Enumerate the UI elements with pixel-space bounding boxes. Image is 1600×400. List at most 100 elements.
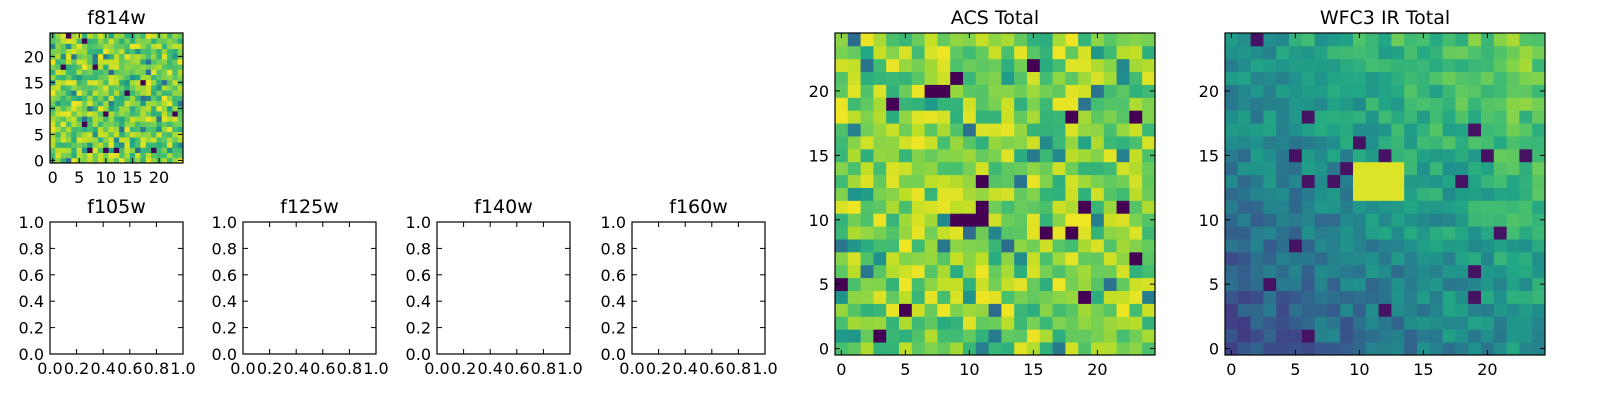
heatmap-cell	[1365, 329, 1379, 343]
heatmap-cell	[1091, 200, 1105, 214]
heatmap-cell	[1250, 290, 1264, 304]
heatmap-cell	[1250, 239, 1264, 253]
heatmap-cell	[161, 43, 168, 49]
heatmap-cell	[1129, 200, 1143, 214]
heatmap-cell	[1468, 148, 1482, 163]
heatmap-cell	[172, 152, 179, 159]
heatmap-cell	[71, 105, 77, 112]
heatmap-cell	[1468, 316, 1482, 330]
heatmap-cell	[140, 38, 147, 44]
y-tick-label: 10	[24, 99, 44, 118]
heatmap-cell	[145, 157, 152, 164]
heatmap-cell	[950, 200, 964, 214]
heatmap-cell	[108, 142, 115, 148]
heatmap-cell	[177, 85, 184, 91]
heatmap-cell	[860, 329, 874, 343]
heatmap-cell	[177, 69, 184, 75]
heatmap-cell	[1263, 342, 1277, 356]
heatmap-cell	[1237, 148, 1251, 163]
heatmap-cell	[97, 121, 104, 127]
heatmap-cell	[1378, 71, 1392, 85]
heatmap-cell	[1455, 148, 1469, 163]
heatmap-cell	[161, 111, 168, 117]
heatmap-cell	[886, 264, 900, 279]
heatmap-cell	[1225, 148, 1239, 163]
heatmap-cell	[60, 38, 67, 44]
heatmap-cell	[963, 136, 977, 150]
heatmap-cell	[1039, 200, 1053, 214]
heatmap-cell	[167, 111, 173, 117]
heatmap-cell	[140, 74, 147, 81]
heatmap-cell	[911, 226, 925, 240]
heatmap-cell	[151, 137, 157, 143]
heatmap-cell	[1027, 33, 1041, 47]
heatmap-cell	[1327, 174, 1341, 188]
heatmap-cell	[177, 64, 184, 70]
heatmap-cell	[1103, 97, 1117, 111]
heatmap-cell	[145, 137, 152, 143]
heatmap-cell	[103, 152, 109, 159]
heatmap-cell	[1289, 226, 1303, 240]
heatmap-cell	[129, 116, 136, 122]
x-tick-label: 0.4	[90, 359, 115, 378]
heatmap-cell	[835, 148, 849, 163]
heatmap-cell	[1014, 110, 1028, 124]
heatmap-cell	[1052, 84, 1066, 98]
heatmap-cell	[1301, 290, 1315, 304]
x-tick-label: 0.6	[117, 359, 142, 378]
heatmap-cell	[1103, 290, 1117, 304]
heatmap-cell	[108, 105, 115, 112]
heatmap-cell	[65, 38, 72, 44]
heatmap-cell	[1429, 84, 1443, 98]
axes-frame	[1224, 32, 1546, 356]
heatmap-cell	[1225, 329, 1239, 343]
heatmap-cell	[151, 100, 157, 107]
heatmap-cell	[1429, 148, 1443, 163]
heatmap-cell	[924, 277, 938, 291]
heatmap-cell	[119, 79, 125, 86]
heatmap-cell	[1129, 277, 1143, 291]
heatmap-cell	[937, 329, 951, 343]
heatmap-cell	[1289, 110, 1303, 124]
heatmap-cell	[119, 111, 125, 117]
x-tick-label: 0.4	[672, 359, 697, 378]
heatmap-cell	[1237, 277, 1251, 291]
heatmap-cell	[1519, 123, 1533, 137]
heatmap-cell	[847, 136, 861, 150]
heatmap-cell	[1378, 226, 1392, 240]
heatmap-cell	[1506, 148, 1520, 163]
heatmap-cell	[1142, 136, 1156, 150]
heatmap-cell	[1225, 110, 1239, 124]
heatmap-cell	[1263, 251, 1277, 266]
heatmap-cell	[1014, 290, 1028, 304]
heatmap-cell	[81, 74, 88, 81]
heatmap-cell	[113, 43, 120, 49]
heatmap-cell	[140, 121, 147, 127]
heatmap-cell	[1237, 58, 1251, 73]
heatmap-cell	[119, 33, 125, 39]
axes-frame	[49, 32, 184, 164]
heatmap-cell	[1429, 45, 1443, 60]
heatmap-cell	[97, 85, 104, 91]
heatmap-cell	[151, 53, 157, 60]
heatmap-cell	[65, 53, 72, 60]
heatmap-cell	[860, 148, 874, 163]
heatmap-cell	[1078, 174, 1092, 188]
heatmap-cell	[1493, 45, 1507, 60]
heatmap-cell	[108, 85, 115, 91]
heatmap-cell	[1506, 136, 1520, 150]
heatmap-cell	[924, 148, 938, 163]
heatmap-cell	[1519, 226, 1533, 240]
heatmap-cell	[1468, 303, 1482, 317]
heatmap-cell	[1327, 123, 1341, 137]
heatmap-cell	[1417, 174, 1431, 188]
heatmap-cell	[1442, 123, 1456, 137]
heatmap-cell	[835, 33, 849, 47]
heatmap-cell	[886, 303, 900, 317]
heatmap-cell	[92, 64, 99, 70]
heatmap-cell	[1340, 239, 1354, 253]
heatmap-cell	[172, 137, 179, 143]
heatmap-cell	[92, 79, 99, 86]
heatmap-cell	[1493, 213, 1507, 227]
heatmap-cell	[1314, 264, 1328, 279]
